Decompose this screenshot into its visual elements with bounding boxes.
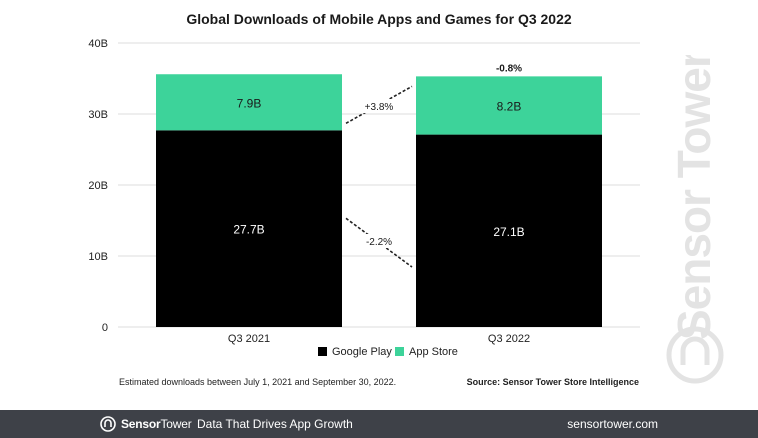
y-tick-label: 10B — [88, 251, 108, 263]
y-tick-label: 40B — [88, 38, 108, 50]
source-note: Source: Sensor Tower Store Intelligence — [466, 377, 639, 387]
google-play-change-label: -2.2% — [366, 237, 392, 248]
footnote: Estimated downloads between July 1, 2021… — [119, 377, 397, 387]
footer-url[interactable]: sensortower.com — [567, 417, 658, 431]
x-tick-label: Q3 2021 — [228, 333, 270, 345]
y-tick-label: 30B — [88, 109, 108, 121]
bar-value-label: 27.1B — [493, 225, 524, 239]
bar-value-label: 27.7B — [233, 223, 264, 237]
bar-value-label: 8.2B — [497, 99, 522, 113]
total-change-label: -0.8% — [496, 63, 522, 74]
x-tick-label: Q3 2022 — [488, 333, 530, 345]
y-tick-label: 0 — [102, 322, 108, 334]
chart-title: Global Downloads of Mobile Apps and Game… — [186, 11, 572, 27]
legend-swatch — [318, 347, 327, 356]
footer-bar: SensorTower Data That Drives App Growth … — [0, 410, 758, 438]
annotation-bg — [360, 99, 398, 113]
y-tick-label: 20B — [88, 180, 108, 192]
sensor-tower-watermark: Sensor Tower — [666, 55, 724, 384]
legend-label: App Store — [409, 346, 458, 358]
sensor-tower-logo-icon — [100, 416, 116, 432]
bar-value-label: 7.9B — [237, 96, 262, 110]
watermark-text: Sensor Tower — [668, 55, 720, 340]
annotation-bg — [362, 234, 396, 248]
footer-brand: SensorTower — [121, 417, 192, 431]
legend-swatch — [395, 347, 404, 356]
footer-tagline: Data That Drives App Growth — [197, 417, 353, 431]
bar-segment — [416, 134, 602, 327]
bar-segment — [156, 74, 342, 131]
bar-segment — [416, 76, 602, 135]
legend-label: Google Play — [332, 346, 392, 358]
app-store-change-label: +3.8% — [365, 102, 394, 113]
bar-segment — [156, 130, 342, 327]
